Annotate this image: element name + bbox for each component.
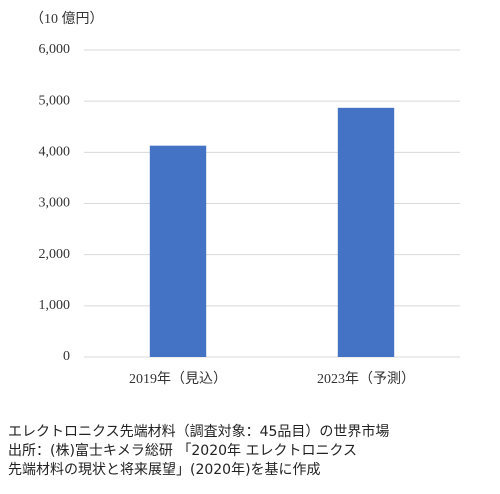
y-tick-label: 5,000 [39,93,71,108]
y-tick-label: 4,000 [39,145,71,160]
y-tick-label: 1,000 [39,298,71,313]
y-tick-label: 3,000 [39,196,71,211]
y-tick-label: 2,000 [39,247,71,262]
y-tick-label: 6,000 [39,42,71,57]
y-axis-unit: （10 億円） [30,11,104,27]
caption-line: 先端材料の現状と将来展望」(2020年)を基に作成 [8,461,321,478]
x-tick-label: 2019年（見込） [129,371,227,387]
bar [337,107,395,358]
x-tick-label: 2023年（予測） [317,371,415,387]
y-tick-label: 0 [63,349,70,364]
caption-line: エレクトロニクス先端材料（調査対象：45品目）の世界市場 [8,423,389,440]
caption-line: 出所：(株)富士キメラ総研 「2020年 エレクトロニクス [8,442,357,459]
bar [149,145,207,357]
